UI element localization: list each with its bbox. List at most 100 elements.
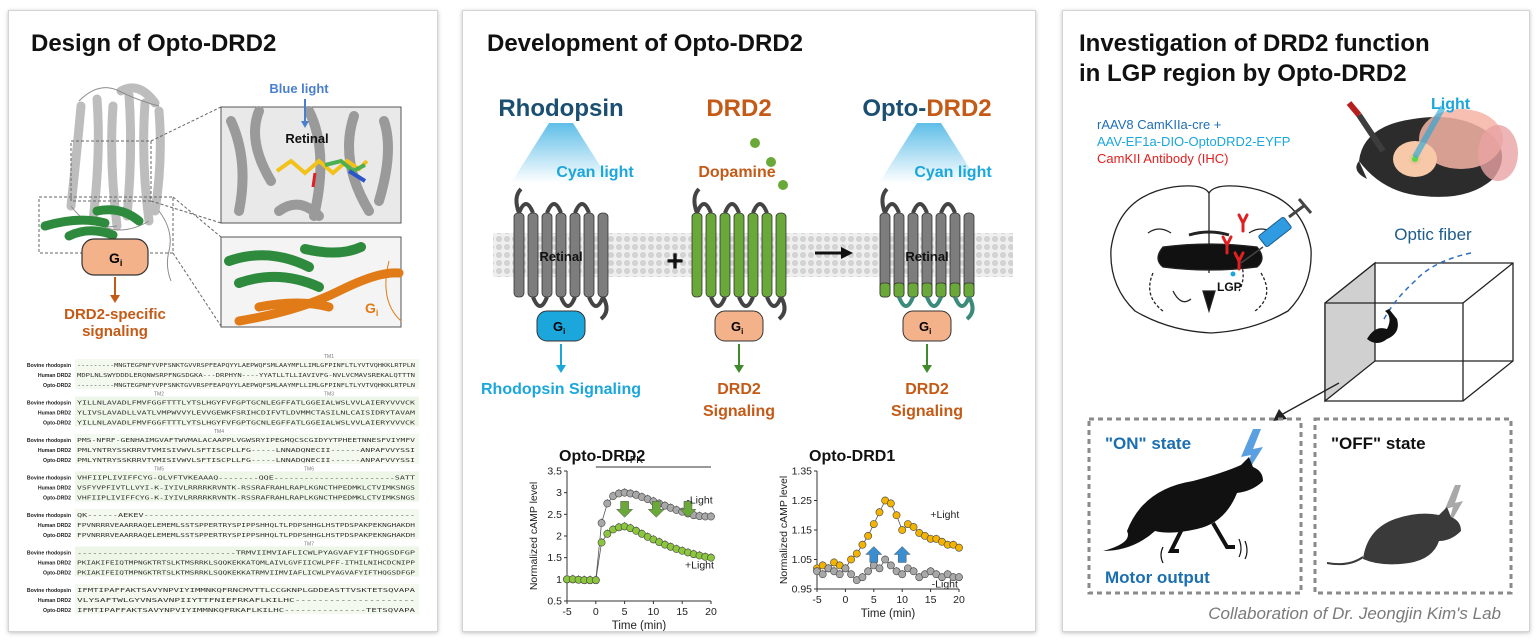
y-tick-label: 3.5	[547, 466, 562, 478]
lgp-label: LGP	[1217, 280, 1242, 294]
panel-title-line2: in LGP region by Opto-DRD2	[1079, 60, 1407, 87]
y-tick-label: 1.35	[792, 466, 813, 478]
chart-title: Opto-DRD2	[559, 448, 645, 465]
optic-fiber-label: Optic fiber	[1394, 225, 1472, 244]
data-point	[858, 540, 867, 549]
combine-arrow	[841, 247, 853, 259]
data-point	[847, 570, 855, 579]
behavior-arena	[1324, 261, 1514, 403]
mouse-in-arena	[1367, 309, 1398, 343]
data-point	[886, 499, 895, 508]
alignment-species-name: Opto-DRD2	[43, 496, 71, 502]
data-point	[909, 523, 918, 531]
x-tick-label: 5	[871, 594, 877, 606]
alignment-sequence: YLIVSLAVADLLVATLVMPWVVYLEVVGEWKFSRIHCDIF…	[77, 411, 416, 417]
data-point	[875, 564, 884, 573]
design-figure: Gi DRD2-specific signaling Blue light Re…	[27, 81, 419, 614]
panel-development: Development of Opto-DRD2 Rhodopsin DRD2 …	[462, 10, 1036, 632]
alignment-sequence: PKIAKIFEIQTMPNGKTRTSLKTMSRRKLSQQKEKKATRM…	[77, 571, 415, 577]
signal-label-2: signaling	[82, 323, 148, 340]
opto-drd2-heading: Opto-DRD2	[862, 95, 991, 122]
gi-box-drd2	[714, 310, 764, 342]
alignment-species-name: Human DRD2	[38, 411, 71, 417]
alignment-sequence: VHFIIPLIVIFFCYG-K-IYIVLRRRRKRVNTK-RSSRAF…	[77, 496, 415, 502]
y-tick-label: 3	[556, 487, 562, 499]
gi-label-3: Gi	[919, 319, 931, 336]
series-label: -Light	[932, 579, 958, 591]
gi-label: Gi	[109, 250, 122, 268]
tm-label: TM1	[324, 354, 334, 360]
data-point	[955, 573, 963, 582]
investigation-figure: rAAV8 CamKIIa-cre + AAV-EF1a-DIO-OptoDRD…	[1087, 96, 1518, 623]
alignment-species-name: Bovine rhodopsin	[27, 363, 71, 369]
gi-box-opto	[902, 310, 952, 342]
panel-investigation: Investigation of DRD2 function in LGP re…	[1062, 10, 1530, 632]
data-point	[603, 529, 612, 538]
decrease-arrow	[615, 501, 634, 518]
data-point	[835, 570, 844, 579]
alignment-species-name: Human DRD2	[38, 486, 71, 492]
alignment-species-name: Human DRD2	[38, 448, 71, 454]
panel-title: Development of Opto-DRD2	[487, 30, 804, 57]
y-tick-label: 0.95	[792, 584, 813, 596]
gi-label-2: Gi	[731, 319, 743, 336]
cyan-light-label-2: Cyan light	[914, 164, 992, 181]
panel-title-line1: Investigation of DRD2 function	[1079, 30, 1430, 57]
data-point	[852, 549, 861, 558]
alignment-species-name: Opto-DRD2	[43, 383, 71, 389]
decrease-arrow	[647, 501, 665, 518]
data-point	[818, 570, 827, 579]
data-point	[597, 519, 606, 527]
y-tick-label: 2.5	[547, 509, 562, 521]
alignment-species-name: Human DRD2	[38, 561, 71, 567]
panel-title: Design of Opto-DRD2	[31, 30, 277, 57]
chart-opto-drd1: Opto-DRD1 0.95 1.05 1.15 1.25 1.35 -5 0 5 10 15 20 T…	[778, 448, 965, 620]
data-point	[886, 561, 895, 570]
alignment-sequence: YILLNLAVADLFMVFGGFTTTLYTSLHGYFVFGPTGCNLE…	[77, 421, 416, 427]
cyan-light-label-1: Cyan light	[556, 164, 634, 181]
alignment-species-name: Human DRD2	[38, 523, 71, 529]
data-point	[955, 543, 963, 552]
resting-mouse	[1326, 507, 1461, 566]
increase-arrow	[865, 546, 883, 563]
increase-arrow	[893, 546, 911, 563]
alignment-species-name: Opto-DRD2	[43, 571, 71, 577]
y-tick-label: 1	[556, 574, 562, 586]
alignment-sequence: FPVNRRRVEAARRAQELEMEMLSSTSPPERTRYSPIPPSH…	[77, 533, 415, 539]
gi-label-1: Gi	[553, 319, 565, 336]
plus-sign: +	[666, 245, 684, 278]
data-point	[858, 573, 867, 582]
data-point	[707, 553, 715, 562]
y-tick-label: 1.05	[792, 554, 813, 566]
on-state-label: "ON" state	[1105, 434, 1191, 453]
data-point	[597, 538, 606, 547]
rhodopsin-signaling: Rhodopsin Signaling	[481, 381, 641, 398]
alignment-species-name: Opto-DRD2	[43, 608, 71, 614]
x-tick-label: 10	[896, 594, 908, 606]
x-tick-label: 0	[842, 594, 848, 606]
running-mouse	[1103, 457, 1263, 564]
y-tick-label: 1.15	[792, 525, 813, 537]
off-state-label: "OFF" state	[1331, 434, 1426, 453]
lightning-icon-on	[1241, 429, 1263, 479]
alignment-sequence: ---------MNGTEGPNFYVPFSNKTGVVRSPFEAPQYYL…	[77, 363, 415, 369]
brain-section	[1110, 185, 1312, 334]
alignment-species-name: Opto-DRD2	[43, 533, 71, 539]
alignment-sequence: IFMTIPAFFAKTSAVYNPVIYIMMNKQFRKAFLKILHC--…	[77, 608, 416, 614]
y-tick-label: 0.5	[547, 596, 562, 608]
alignment-sequence: YILLNLAVADLFMVFGGFTTTLYTSLHGYFVFGPTGCNLE…	[77, 401, 416, 407]
alignment-sequence: PMLYNTRYSSKRRVTVMISIVWVLSFTISCPLLFG-----…	[77, 448, 415, 454]
syringe	[1240, 198, 1313, 264]
alignment-sequence: IFMTIPAFFAKTSAVYNPVIYIMMNKQFRNCMVTTLCCGK…	[77, 588, 416, 594]
retinal-label: Retinal	[285, 131, 328, 146]
alignment-species-name: Bovine rhodopsin	[27, 476, 71, 482]
alignment-species-name: Human DRD2	[38, 373, 71, 379]
signal-label-1: DRD2-specific	[64, 306, 166, 323]
alignment-sequence: VHFIIPLIVIFFCYG-QLVFTVKEAAAQ--------QQE-…	[77, 476, 416, 482]
y-axis-label: Normalized cAMP level	[528, 482, 540, 590]
tm-label: TM5	[154, 467, 164, 473]
on-state-box	[1087, 417, 1303, 595]
series-label: +Light	[685, 560, 714, 572]
gi-box-rhodopsin	[536, 310, 586, 342]
panel-design: Design of Opto-DRD2	[8, 10, 438, 632]
